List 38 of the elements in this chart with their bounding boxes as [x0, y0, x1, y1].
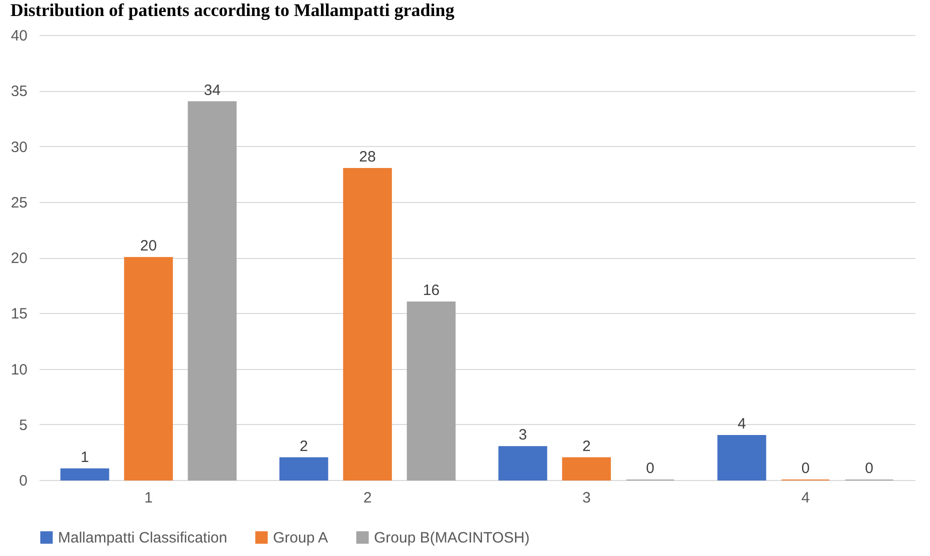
y-tick-label: 15: [10, 306, 28, 323]
bar: [562, 457, 611, 480]
x-tick-label: 4: [801, 490, 810, 506]
bar: [188, 101, 237, 480]
data-label: 28: [359, 148, 376, 166]
y-tick-label: 35: [10, 83, 28, 100]
y-tick-label: 25: [10, 194, 28, 212]
y-tick-label: 10: [10, 361, 28, 378]
bar: [343, 168, 392, 480]
y-tick-label: 0: [19, 472, 28, 490]
bar: [279, 457, 328, 480]
x-tick-label: 3: [582, 490, 591, 506]
bar: [717, 435, 766, 480]
y-tick-label: 5: [19, 416, 28, 434]
x-tick-label: 2: [363, 490, 372, 506]
data-label: 1: [80, 448, 89, 466]
data-label: 0: [646, 460, 654, 477]
legend-label: Group A: [273, 530, 328, 547]
y-tick-label: 40: [10, 28, 28, 44]
data-label: 3: [518, 426, 527, 444]
x-tick-label: 1: [144, 490, 153, 506]
data-label: 20: [140, 238, 157, 254]
bar: [60, 468, 110, 480]
data-label: 2: [300, 438, 308, 455]
data-label: 34: [204, 82, 221, 99]
legend-label: Mallampatti Classification: [58, 530, 228, 547]
y-tick-label: 30: [10, 138, 28, 156]
y-tick-label: 20: [10, 250, 28, 267]
data-label: 2: [582, 438, 591, 455]
chart-title: Distribution of patients according to Mallampatti grading: [10, 0, 454, 20]
data-label: 0: [865, 460, 874, 477]
bar: [498, 446, 548, 480]
data-label: 16: [422, 282, 440, 299]
bar: [406, 302, 456, 480]
data-label: 0: [801, 460, 810, 477]
data-label: 4: [738, 416, 746, 432]
bar: [124, 257, 173, 480]
legend-label: Group B(MACINTOSH): [374, 530, 530, 547]
